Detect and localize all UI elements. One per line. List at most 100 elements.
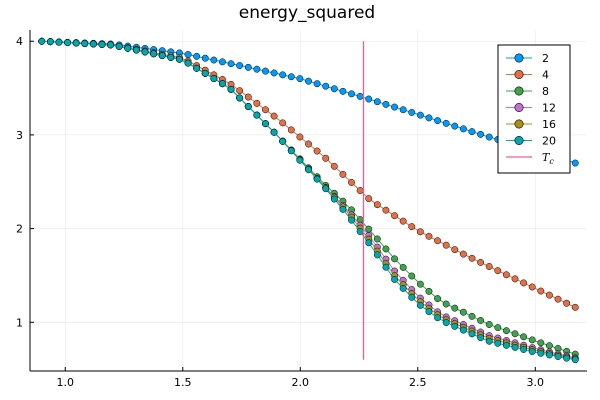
series-8 (38, 37, 579, 358)
data-point (339, 205, 347, 213)
data-point (107, 41, 115, 49)
data-point (305, 166, 312, 174)
data-point (477, 258, 485, 266)
data-point (201, 69, 209, 77)
data-point (262, 106, 269, 114)
data-point (425, 232, 433, 240)
data-point (459, 308, 467, 316)
data-point (141, 48, 149, 56)
data-point (219, 80, 226, 88)
y-tick-label: 1 (16, 316, 23, 329)
y-tick-label: 3 (16, 129, 23, 142)
series-16 (38, 37, 579, 363)
data-point (502, 341, 510, 349)
data-point (451, 122, 459, 130)
legend-marker (514, 119, 524, 129)
legend-item-2: 2 (506, 52, 549, 65)
legend-item-8: 8 (506, 85, 549, 98)
legend-marker (514, 70, 524, 80)
series-layer (38, 37, 579, 364)
data-point (356, 216, 364, 223)
data-point (373, 251, 381, 259)
data-point (451, 246, 459, 254)
data-point (416, 111, 424, 119)
data-point (477, 317, 485, 324)
data-point (545, 342, 553, 350)
data-point (477, 130, 485, 138)
series-line (41, 40, 576, 355)
data-point (434, 237, 442, 245)
data-point (571, 356, 579, 364)
y-tick-label: 2 (16, 223, 23, 236)
data-point (356, 92, 364, 100)
data-point (571, 159, 579, 167)
data-point (193, 64, 201, 72)
legend-item-16: 16 (506, 118, 556, 131)
data-point (434, 314, 442, 322)
data-point (262, 120, 269, 128)
x-tick-label: 3.0 (527, 376, 545, 389)
data-point (477, 334, 485, 342)
data-point (227, 85, 235, 93)
data-point (391, 276, 398, 283)
data-point (313, 80, 321, 88)
data-point (425, 114, 433, 122)
data-point (545, 291, 553, 299)
data-point (373, 98, 381, 106)
legend-label: 4 (542, 69, 549, 82)
legend-item-4: 4 (506, 69, 549, 82)
data-point (442, 300, 450, 308)
data-point (399, 263, 407, 271)
data-point (279, 137, 287, 145)
data-point (373, 235, 381, 243)
data-point (236, 62, 244, 69)
data-point (227, 60, 235, 68)
data-point (219, 58, 226, 66)
data-point (236, 94, 244, 102)
data-point (511, 275, 519, 283)
data-point (270, 69, 278, 77)
data-point (270, 112, 278, 120)
data-point (382, 100, 390, 108)
data-point (468, 254, 476, 262)
data-point (451, 322, 459, 330)
legend-label: 2 (542, 52, 549, 65)
data-point (459, 326, 467, 334)
legend-label: 12 (542, 102, 556, 115)
legend-item-12: 12 (506, 102, 556, 115)
data-point (279, 71, 287, 79)
data-point (158, 52, 166, 60)
data-point (365, 239, 373, 247)
data-point (416, 301, 424, 309)
data-point (348, 179, 355, 186)
data-point (210, 56, 218, 64)
data-point (81, 40, 89, 47)
data-point (46, 38, 54, 46)
data-point (468, 128, 476, 136)
data-point (485, 133, 493, 141)
data-point (434, 295, 442, 303)
axes (29, 30, 587, 372)
data-point (382, 206, 390, 214)
x-tick-label: 2.5 (409, 376, 427, 389)
data-point (339, 170, 347, 178)
data-point (348, 216, 355, 224)
data-point (520, 279, 528, 287)
data-point (244, 93, 252, 101)
data-point (434, 117, 442, 125)
data-point (184, 51, 192, 58)
data-point (201, 54, 209, 62)
data-point (382, 263, 390, 271)
y-tick-label: 4 (16, 35, 23, 48)
data-point (408, 108, 416, 116)
data-point (124, 44, 132, 52)
data-point (442, 119, 450, 127)
legend-label: 20 (542, 135, 556, 148)
x-tick-label: 1.0 (57, 376, 75, 389)
data-point (356, 187, 364, 194)
series-line (41, 40, 576, 361)
data-point (98, 40, 106, 48)
data-point (296, 133, 304, 141)
